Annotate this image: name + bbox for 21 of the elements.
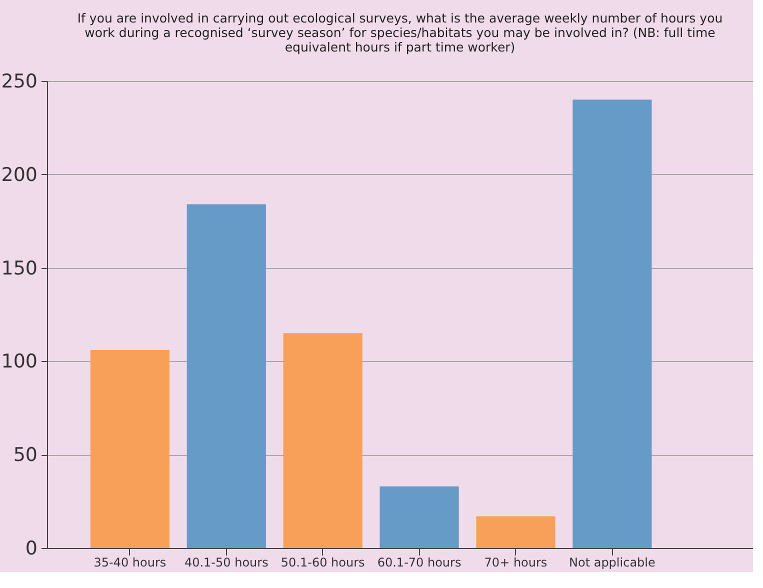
bar bbox=[283, 333, 362, 548]
bar bbox=[186, 204, 266, 548]
x-tick-label: 40.1-50 hours bbox=[184, 556, 268, 570]
x-tick-label: Not applicable bbox=[568, 556, 656, 570]
x-tick-label: 60.1-70 hours bbox=[377, 556, 462, 570]
bar bbox=[90, 350, 170, 548]
y-tick-label: 150 bbox=[1, 257, 38, 280]
x-tick-label: 50.1-60 hours bbox=[280, 556, 365, 570]
text: work during a recognised ‘survey season’ for species/habitats you may be involved in? (NB: full time bbox=[84, 25, 716, 40]
y-tick-label: 0 bbox=[25, 538, 38, 560]
x-tick-label: 35-40 hours bbox=[94, 556, 166, 570]
y-tick-label: 250 bbox=[1, 70, 38, 92]
bar bbox=[572, 100, 652, 548]
y-tick-label: 50 bbox=[13, 444, 38, 466]
x-tick-label: 70+ hours bbox=[484, 556, 548, 570]
bar bbox=[476, 516, 556, 548]
y-tick-label: 100 bbox=[1, 350, 38, 373]
bar bbox=[380, 486, 459, 548]
text: equivalent hours if part time worker) bbox=[284, 40, 516, 54]
text: If you are involved in carrying out ecological surveys, what is the average weekly number of hours you bbox=[77, 10, 723, 26]
y-tick-label: 200 bbox=[1, 164, 38, 186]
